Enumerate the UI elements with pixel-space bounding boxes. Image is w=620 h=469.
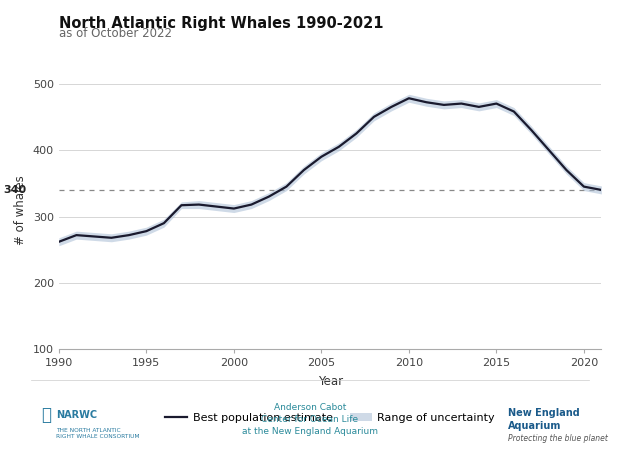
Text: NARWC: NARWC (56, 410, 97, 420)
Text: Protecting the blue planet: Protecting the blue planet (508, 434, 608, 443)
Y-axis label: # of whales: # of whales (14, 175, 27, 245)
Text: North Atlantic Right Whales 1990-2021: North Atlantic Right Whales 1990-2021 (59, 16, 383, 31)
Text: 🐋: 🐋 (42, 406, 51, 424)
Legend: Best population estimate, Range of uncertainty: Best population estimate, Range of uncer… (161, 408, 500, 428)
Text: Anderson Cabot
Center for Ocean Life
at the New England Aquarium: Anderson Cabot Center for Ocean Life at … (242, 403, 378, 436)
Text: THE NORTH ATLANTIC
RIGHT WHALE CONSORTIUM: THE NORTH ATLANTIC RIGHT WHALE CONSORTIU… (56, 428, 140, 439)
Text: New England
Aquarium: New England Aquarium (508, 408, 580, 431)
X-axis label: Year: Year (317, 375, 343, 388)
Text: as of October 2022: as of October 2022 (59, 27, 172, 40)
Text: 340: 340 (3, 185, 26, 195)
